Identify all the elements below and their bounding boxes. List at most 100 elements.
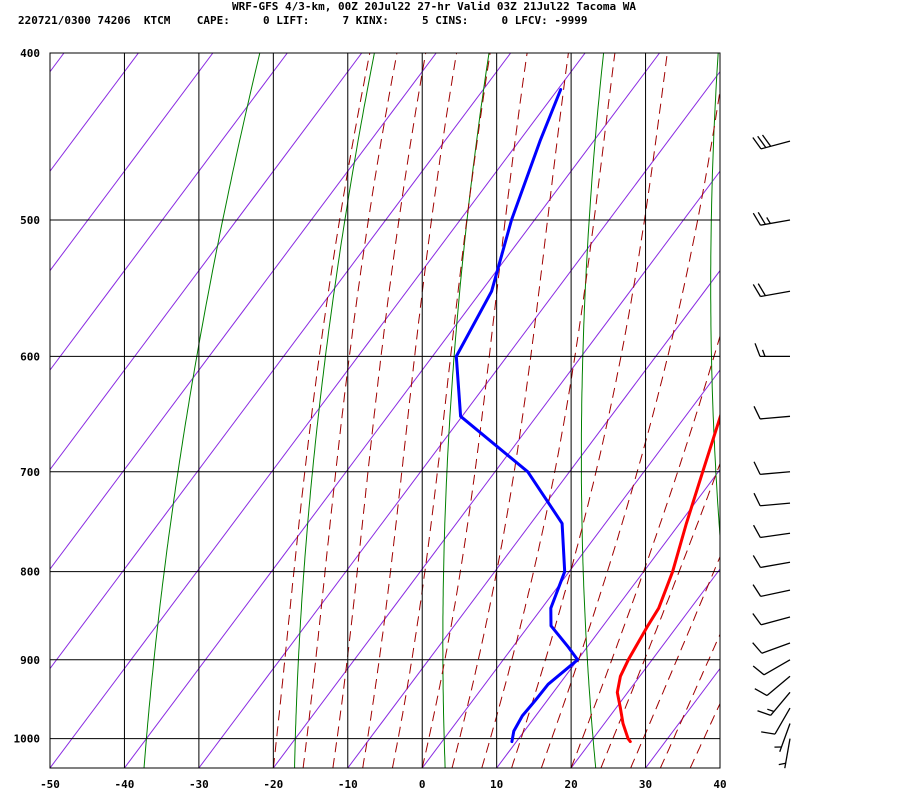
y-tick-label: 1000 [14,733,41,746]
y-tick-labels: 400 500 600 700 800 900 1000 [14,47,41,746]
barb-staff [761,642,791,654]
dry-adiabat-line [294,53,375,768]
x-tick-labels: -50 -40 -30 -20 -10 0 10 20 30 40 [40,778,727,791]
x-tick-label: 0 [419,778,426,791]
barb-staff [774,707,791,735]
y-tick-label: 400 [20,47,40,60]
moist-adiabat-line [659,633,720,768]
barb-feather [752,642,763,654]
plot-border [49,52,721,769]
wind-barb [753,492,791,507]
wind-barb [761,707,791,735]
isotherm-line [50,53,288,371]
dry-adiabat-line [143,53,261,768]
isotherm-line [50,53,437,570]
moist-adiabat-line [600,462,720,768]
station-indices: 220721/0300 74206 KTCM CAPE: 0 LIFT: 7 K… [18,14,588,27]
wind-barb [774,723,791,752]
dry-adiabat-line [442,53,490,768]
barb-feather [757,283,766,296]
barb-feather [752,212,762,226]
moist-adiabat-line [511,53,668,768]
barb-half-feather [767,708,775,713]
isotherm-line [719,767,720,768]
x-tick-label: 10 [490,778,503,791]
wind-barbs [752,134,791,769]
moist-adiabat-line [481,53,616,768]
wind-barb [752,642,791,654]
barb-staff [760,415,791,420]
barb-staff [760,589,791,598]
barb-feather [754,343,761,357]
moist-adiabat-line [630,555,720,768]
dry-adiabat-line [710,53,720,542]
y-tick-label: 500 [20,214,40,227]
barb-feather [753,406,761,420]
wind-barb [752,134,791,150]
plot-area [50,53,720,768]
y-tick-label: 600 [20,350,40,363]
dry-adiabat-line [580,53,605,768]
barb-feather [753,492,761,507]
y-tick-label: 800 [20,566,40,579]
x-tick-label: 30 [639,778,652,791]
wind-barb [752,283,791,298]
barb-feather [752,584,762,597]
isotherm-line [347,269,720,768]
moist-adiabat-line [332,53,427,768]
moist-adiabat-line [451,53,569,768]
barb-feather [752,524,761,538]
isotherm-line [50,53,512,670]
moist-adiabat-line [391,53,491,768]
isotherm-line [570,568,720,768]
moist-adiabat-line [540,87,720,768]
moist-adiabat-line [570,334,720,768]
x-tick-label: -20 [263,778,283,791]
isotherm-line [50,53,363,471]
moist-adiabat-lines [272,53,720,768]
moist-adiabat-line [689,702,720,768]
barb-half-feather [778,762,786,766]
y-tick-label: 900 [20,654,40,667]
wind-barb [752,211,791,226]
barb-feather [752,613,762,626]
x-tick-label: 20 [564,778,577,791]
barb-feather [754,688,768,697]
barb-feather [752,284,762,297]
isotherm-line [124,53,660,768]
plot-background [50,53,720,768]
dry-adiabat-line [832,53,897,768]
wind-barb [752,613,791,626]
barb-feather [757,211,766,225]
wind-barb [753,406,791,420]
plot-frame [49,52,721,769]
wind-barb [752,584,791,598]
barb-staff [766,675,791,697]
isotherm-lines [50,53,900,768]
barb-staff [760,561,791,569]
wind-barb [753,461,791,476]
isotherm-line [496,468,720,768]
wind-barb [752,659,791,676]
barb-feather [761,134,772,147]
isotherm-line [50,53,586,768]
barb-feather [757,710,771,716]
barb-half-feather [766,217,771,224]
barb-half-feather [761,349,766,357]
isotherm-line [272,170,720,768]
profile-series [454,88,720,744]
y-tick-label: 700 [20,466,40,479]
dry-adiabat-lines [143,53,897,768]
wind-barb [757,691,791,716]
barb-feather [761,731,776,735]
x-tick-label: -50 [40,778,60,791]
moist-adiabat-line [272,53,371,768]
temperature-line [615,412,720,744]
isotherm-line [50,53,214,272]
isotherm-line [794,53,900,768]
wind-barb [754,343,790,358]
barb-feather [757,135,767,148]
wind-barb [752,555,791,569]
wind-barb [752,524,791,539]
